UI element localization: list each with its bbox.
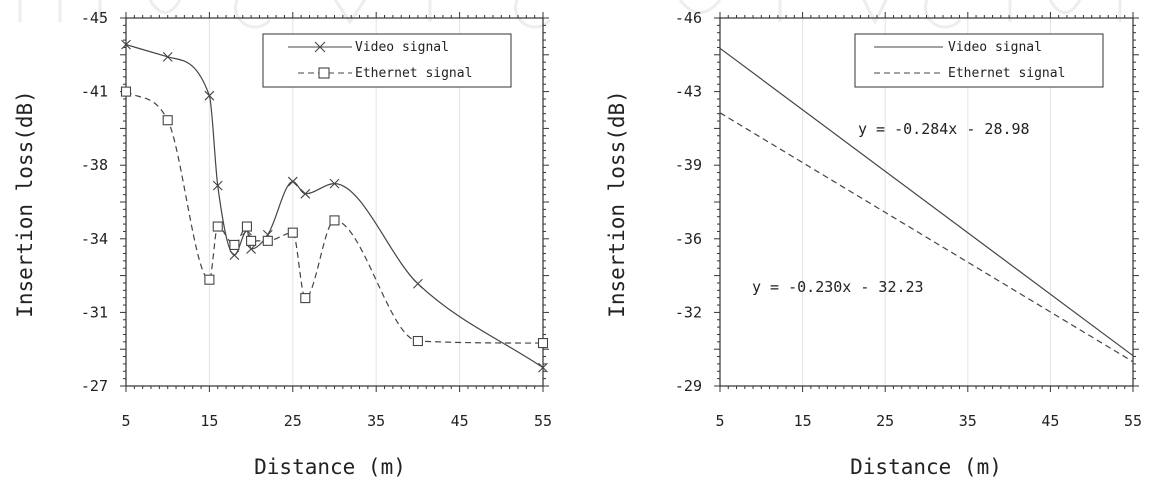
legend-label-video: Video signal — [355, 40, 449, 55]
data-point-square-marker — [537, 338, 549, 349]
y-tick-label: -46 — [675, 9, 702, 27]
data-point-square-marker — [162, 115, 173, 126]
trend-line-ethernet — [719, 112, 1134, 363]
data-point-x-marker — [300, 188, 311, 199]
data-point-x-marker — [204, 90, 215, 101]
x-axis-title: Distance (m) — [850, 455, 1002, 479]
legend-label-ethernet: Ethernet signal — [948, 66, 1065, 81]
legend-entry-video: Video signal — [288, 40, 449, 55]
x-axis-title: Distance (m) — [254, 455, 406, 479]
x-tick-label: 15 — [200, 412, 218, 430]
y-tick-labels: -27 -31 -34 -38 -41 -45 — [81, 9, 108, 395]
x-tick-label: 45 — [1041, 412, 1059, 430]
data-point-square-marker — [329, 215, 340, 226]
series-group — [120, 39, 549, 373]
legend: Video signal Ethernet signal — [262, 33, 512, 88]
y-axis-title: Insertion loss(dB) — [605, 90, 629, 318]
equation-ethernet: y = -0.230x - 32.23 — [752, 278, 924, 296]
x-tick-label: 45 — [451, 412, 469, 430]
legend-label-video: Video signal — [948, 40, 1042, 55]
data-point-square-marker — [246, 235, 257, 246]
data-point-x-marker — [162, 51, 173, 62]
trend-line-video — [719, 47, 1134, 357]
legend-entry-ethernet: Ethernet signal — [874, 66, 1065, 81]
axes — [714, 12, 1139, 392]
data-point-x-marker — [121, 39, 131, 50]
data-point-x-marker — [246, 244, 256, 254]
x-tick-label: 25 — [876, 412, 894, 430]
data-point-x-marker — [413, 278, 423, 289]
x-tick-label: 35 — [959, 412, 977, 430]
legend-entry-video: Video signal — [874, 40, 1042, 55]
data-point-x-marker — [538, 362, 548, 373]
chart-left: 5 15 25 35 45 55 -27 -31 -34 -38 -41 -45 Distance … — [13, 9, 552, 479]
data-point-square-marker — [262, 235, 273, 246]
legend-square-marker-icon — [318, 67, 330, 79]
x-tick-label: 5 — [121, 412, 130, 430]
y-tick-label: -45 — [81, 9, 108, 27]
x-tick-label: 55 — [534, 412, 552, 430]
y-tick-label: -29 — [675, 377, 702, 395]
y-tick-label: -43 — [675, 83, 702, 101]
data-point-x-marker — [329, 178, 340, 189]
series-line-video — [125, 44, 544, 369]
legend-box — [262, 33, 512, 88]
data-point-x-marker — [212, 180, 223, 191]
x-tick-label: 15 — [794, 412, 812, 430]
legend-entry-ethernet: Ethernet signal — [298, 66, 472, 81]
data-point-square-marker — [120, 86, 132, 97]
y-tick-label: -38 — [81, 156, 108, 174]
series-group — [719, 47, 1134, 363]
x-tick-label: 55 — [1124, 412, 1142, 430]
legend-x-marker-icon — [314, 41, 326, 53]
x-tick-label: 5 — [715, 412, 724, 430]
data-point-square-marker — [212, 221, 223, 232]
y-tick-label: -27 — [81, 377, 108, 395]
y-tick-label: -36 — [675, 230, 702, 248]
y-axis-title: Insertion loss(dB) — [13, 90, 37, 318]
data-point-square-marker — [300, 293, 311, 304]
x-tick-label: 35 — [367, 412, 385, 430]
series-line-ethernet — [125, 91, 544, 344]
equation-video: y = -0.284x - 28.98 — [858, 120, 1030, 138]
data-point-square-marker — [241, 221, 252, 232]
y-tick-label: -34 — [81, 230, 108, 248]
y-tick-label: -41 — [81, 83, 108, 101]
data-point-square-marker — [287, 227, 298, 238]
data-point-square-marker — [229, 239, 240, 250]
x-tick-labels: 5 15 25 35 45 55 — [121, 412, 552, 430]
x-tick-labels: 5 15 25 35 45 55 — [715, 412, 1142, 430]
data-point-x-marker — [229, 250, 240, 261]
legend-box — [854, 33, 1104, 88]
y-tick-label: -32 — [675, 303, 702, 321]
chart-right: 5 15 25 35 45 55 -29 -32 -36 -39 -43 -46 Distance … — [605, 9, 1142, 479]
data-point-square-marker — [412, 335, 423, 347]
x-tick-label: 25 — [284, 412, 302, 430]
background-watermark — [18, 0, 1122, 29]
data-point-square-marker — [204, 274, 215, 285]
data-point-x-marker — [287, 176, 298, 187]
y-tick-label: -31 — [81, 303, 108, 321]
legend-label-ethernet: Ethernet signal — [355, 66, 472, 81]
y-tick-labels: -29 -32 -36 -39 -43 -46 — [675, 9, 702, 395]
axes — [120, 12, 549, 392]
legend: Video signal Ethernet signal — [854, 33, 1104, 88]
y-tick-label: -39 — [675, 156, 702, 174]
